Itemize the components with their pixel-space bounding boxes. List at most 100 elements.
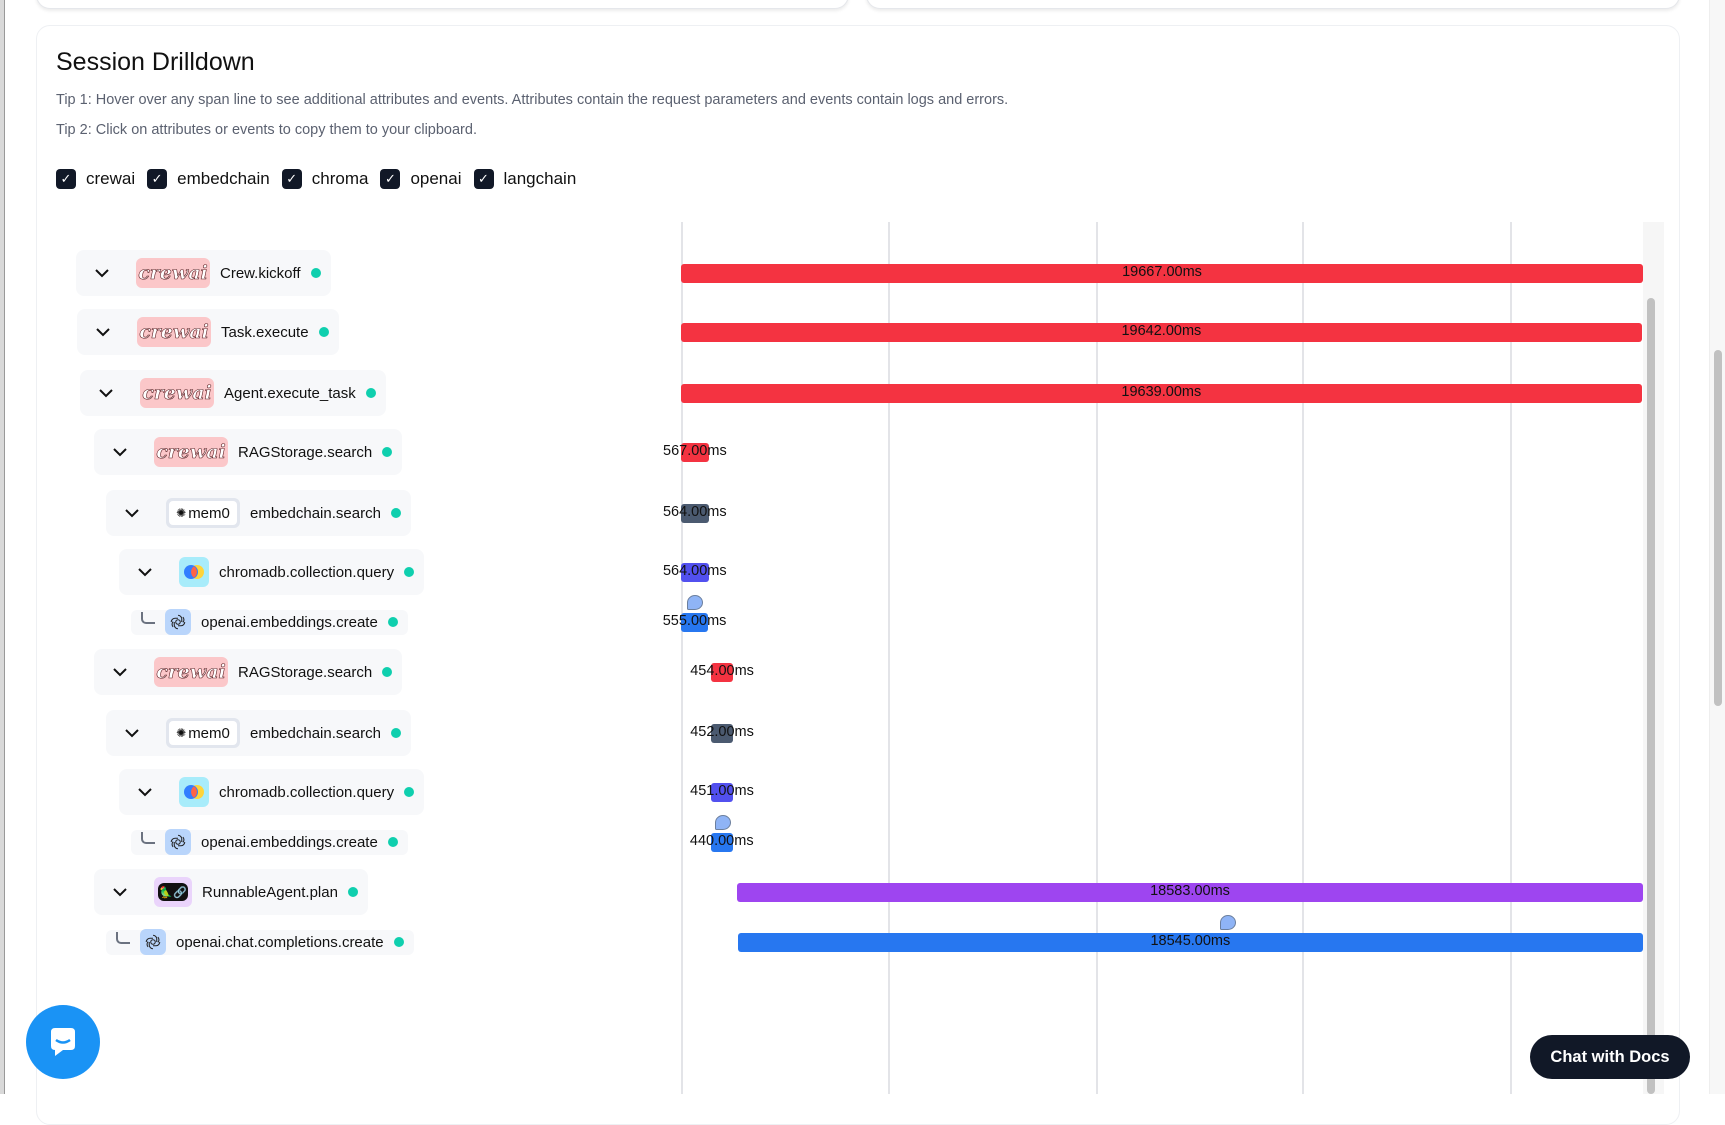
page-scrollbar[interactable] [1709,0,1725,1094]
chevron-down-icon[interactable] [108,880,132,904]
status-ok-dot [382,667,393,677]
filter-label: crewai [86,169,136,188]
chevron-down-icon[interactable] [133,780,157,804]
chevron-down-icon[interactable] [91,320,115,344]
span-bar[interactable] [710,833,733,852]
status-ok-dot [387,837,398,847]
span-bar[interactable] [681,613,709,632]
span-row[interactable]: chromadb.collection.query [119,549,425,595]
span-name: chromadb.collection.query [219,563,395,581]
timeline-gridline [888,222,890,1094]
chevron-down-icon[interactable] [108,440,132,464]
span-duration-label: 454.00ms [690,663,754,679]
span-bar[interactable] [681,323,1642,342]
chat-with-docs-button[interactable]: Chat with Docs [1530,1035,1690,1079]
span-bar[interactable] [710,724,734,743]
event-marker-icon[interactable] [687,595,704,610]
filter-openai[interactable]: ✓ openai [380,169,462,189]
status-ok-dot [390,728,401,738]
span-bar[interactable] [681,563,709,582]
timeline-gridline [681,222,683,1094]
span-bar[interactable] [681,504,709,523]
span-bar[interactable] [681,264,1643,283]
span-bar[interactable] [681,384,1642,403]
span-duration-label: 555.00ms [662,613,727,629]
timeline-gridline [1096,222,1098,1094]
crewai-logo-icon: crewai [154,657,228,687]
chevron-down-icon[interactable] [120,501,144,525]
span-bar[interactable] [737,883,1643,902]
span-row[interactable]: openai.embeddings.create [131,829,408,855]
chevron-down-icon[interactable] [90,261,114,285]
span-row[interactable]: crewai Crew.kickoff [76,250,331,296]
span-duration-label: 564.00ms [662,504,727,520]
scrollbar-thumb[interactable] [1647,298,1655,1094]
span-row[interactable]: 🦜🔗 RunnableAgent.plan [94,869,368,915]
tree-branch-icon [141,832,155,844]
span-bar[interactable] [681,443,709,462]
span-row[interactable]: ✺ mem0 embedchain.search [106,490,411,536]
span-duration-label: 18583.00ms [1150,883,1230,899]
checkbox-checked-icon[interactable]: ✓ [147,169,168,189]
span-duration-label: 19642.00ms [1121,323,1202,339]
status-ok-dot [393,937,404,947]
chevron-down-icon[interactable] [94,381,118,405]
chat-support-button[interactable] [26,1005,100,1079]
chevron-down-icon[interactable] [133,560,157,584]
chevron-down-icon[interactable] [108,660,132,684]
chroma-logo-icon [179,557,209,587]
checkbox-checked-icon[interactable]: ✓ [281,169,302,189]
span-bar[interactable] [710,783,734,802]
chevron-down-icon[interactable] [120,721,144,745]
event-marker-icon[interactable] [715,815,732,830]
provider-filters: ✓ crewai ✓ embedchain ✓ chroma ✓ openai ✓ lan… [56,169,578,189]
span-duration-label: 19667.00ms [1122,264,1202,280]
filter-crewai[interactable]: ✓ crewai [56,169,135,189]
span-bar[interactable] [737,933,1643,952]
tree-branch-icon [141,612,155,624]
filter-langchain[interactable]: ✓ langchain [473,169,576,189]
filter-chroma[interactable]: ✓ chroma [281,169,369,189]
status-ok-dot [310,268,321,278]
span-bar[interactable] [710,663,734,682]
span-row[interactable]: ✺ mem0 embedchain.search [106,710,411,756]
checkbox-checked-icon[interactable]: ✓ [56,169,76,189]
span-name: RAGStorage.search [238,443,373,461]
top-card-right [866,0,1680,9]
openai-logo-icon [140,929,166,955]
span-name: openai.chat.completions.create [176,933,384,951]
langchain-logo-icon: 🦜🔗 [154,877,192,907]
span-name: embedchain.search [250,724,381,742]
span-row[interactable]: crewai RAGStorage.search [94,429,403,475]
filter-label: chroma [311,169,369,188]
span-duration-label: 567.00ms [663,443,727,459]
span-row[interactable]: openai.chat.completions.create [106,929,414,955]
top-card-left [36,0,849,9]
checkbox-checked-icon[interactable]: ✓ [380,169,401,189]
span-row[interactable]: chromadb.collection.query [119,769,425,815]
scrollbar-thumb[interactable] [1714,350,1722,706]
crewai-logo-icon: crewai [137,317,211,347]
crewai-logo-icon: crewai [136,258,210,288]
filter-embedchain[interactable]: ✓ embedchain [147,169,270,189]
checkbox-checked-icon[interactable]: ✓ [473,169,494,189]
timeline-scrollbar[interactable] [1643,222,1664,1094]
span-row[interactable]: crewai RAGStorage.search [94,649,403,695]
span-row[interactable]: crewai Agent.execute_task [80,370,386,416]
status-ok-dot [390,508,401,518]
span-name: embedchain.search [250,504,381,522]
tip-2: Tip 2: Click on attributes or events to … [56,122,477,138]
span-name: chromadb.collection.query [219,783,395,801]
timeline-gridline [1302,222,1304,1094]
span-duration-label: 440.00ms [689,833,754,849]
openai-logo-icon [165,829,191,855]
span-name: openai.embeddings.create [201,833,378,851]
status-ok-dot [365,388,376,398]
span-row[interactable]: crewai Task.execute [77,309,339,355]
crewai-logo-icon: crewai [140,378,214,408]
span-row[interactable]: openai.embeddings.create [131,609,408,635]
event-marker-icon[interactable] [1220,915,1237,930]
span-name: openai.embeddings.create [201,613,378,631]
span-name: RAGStorage.search [238,663,373,681]
page-title: Session Drilldown [56,48,255,76]
